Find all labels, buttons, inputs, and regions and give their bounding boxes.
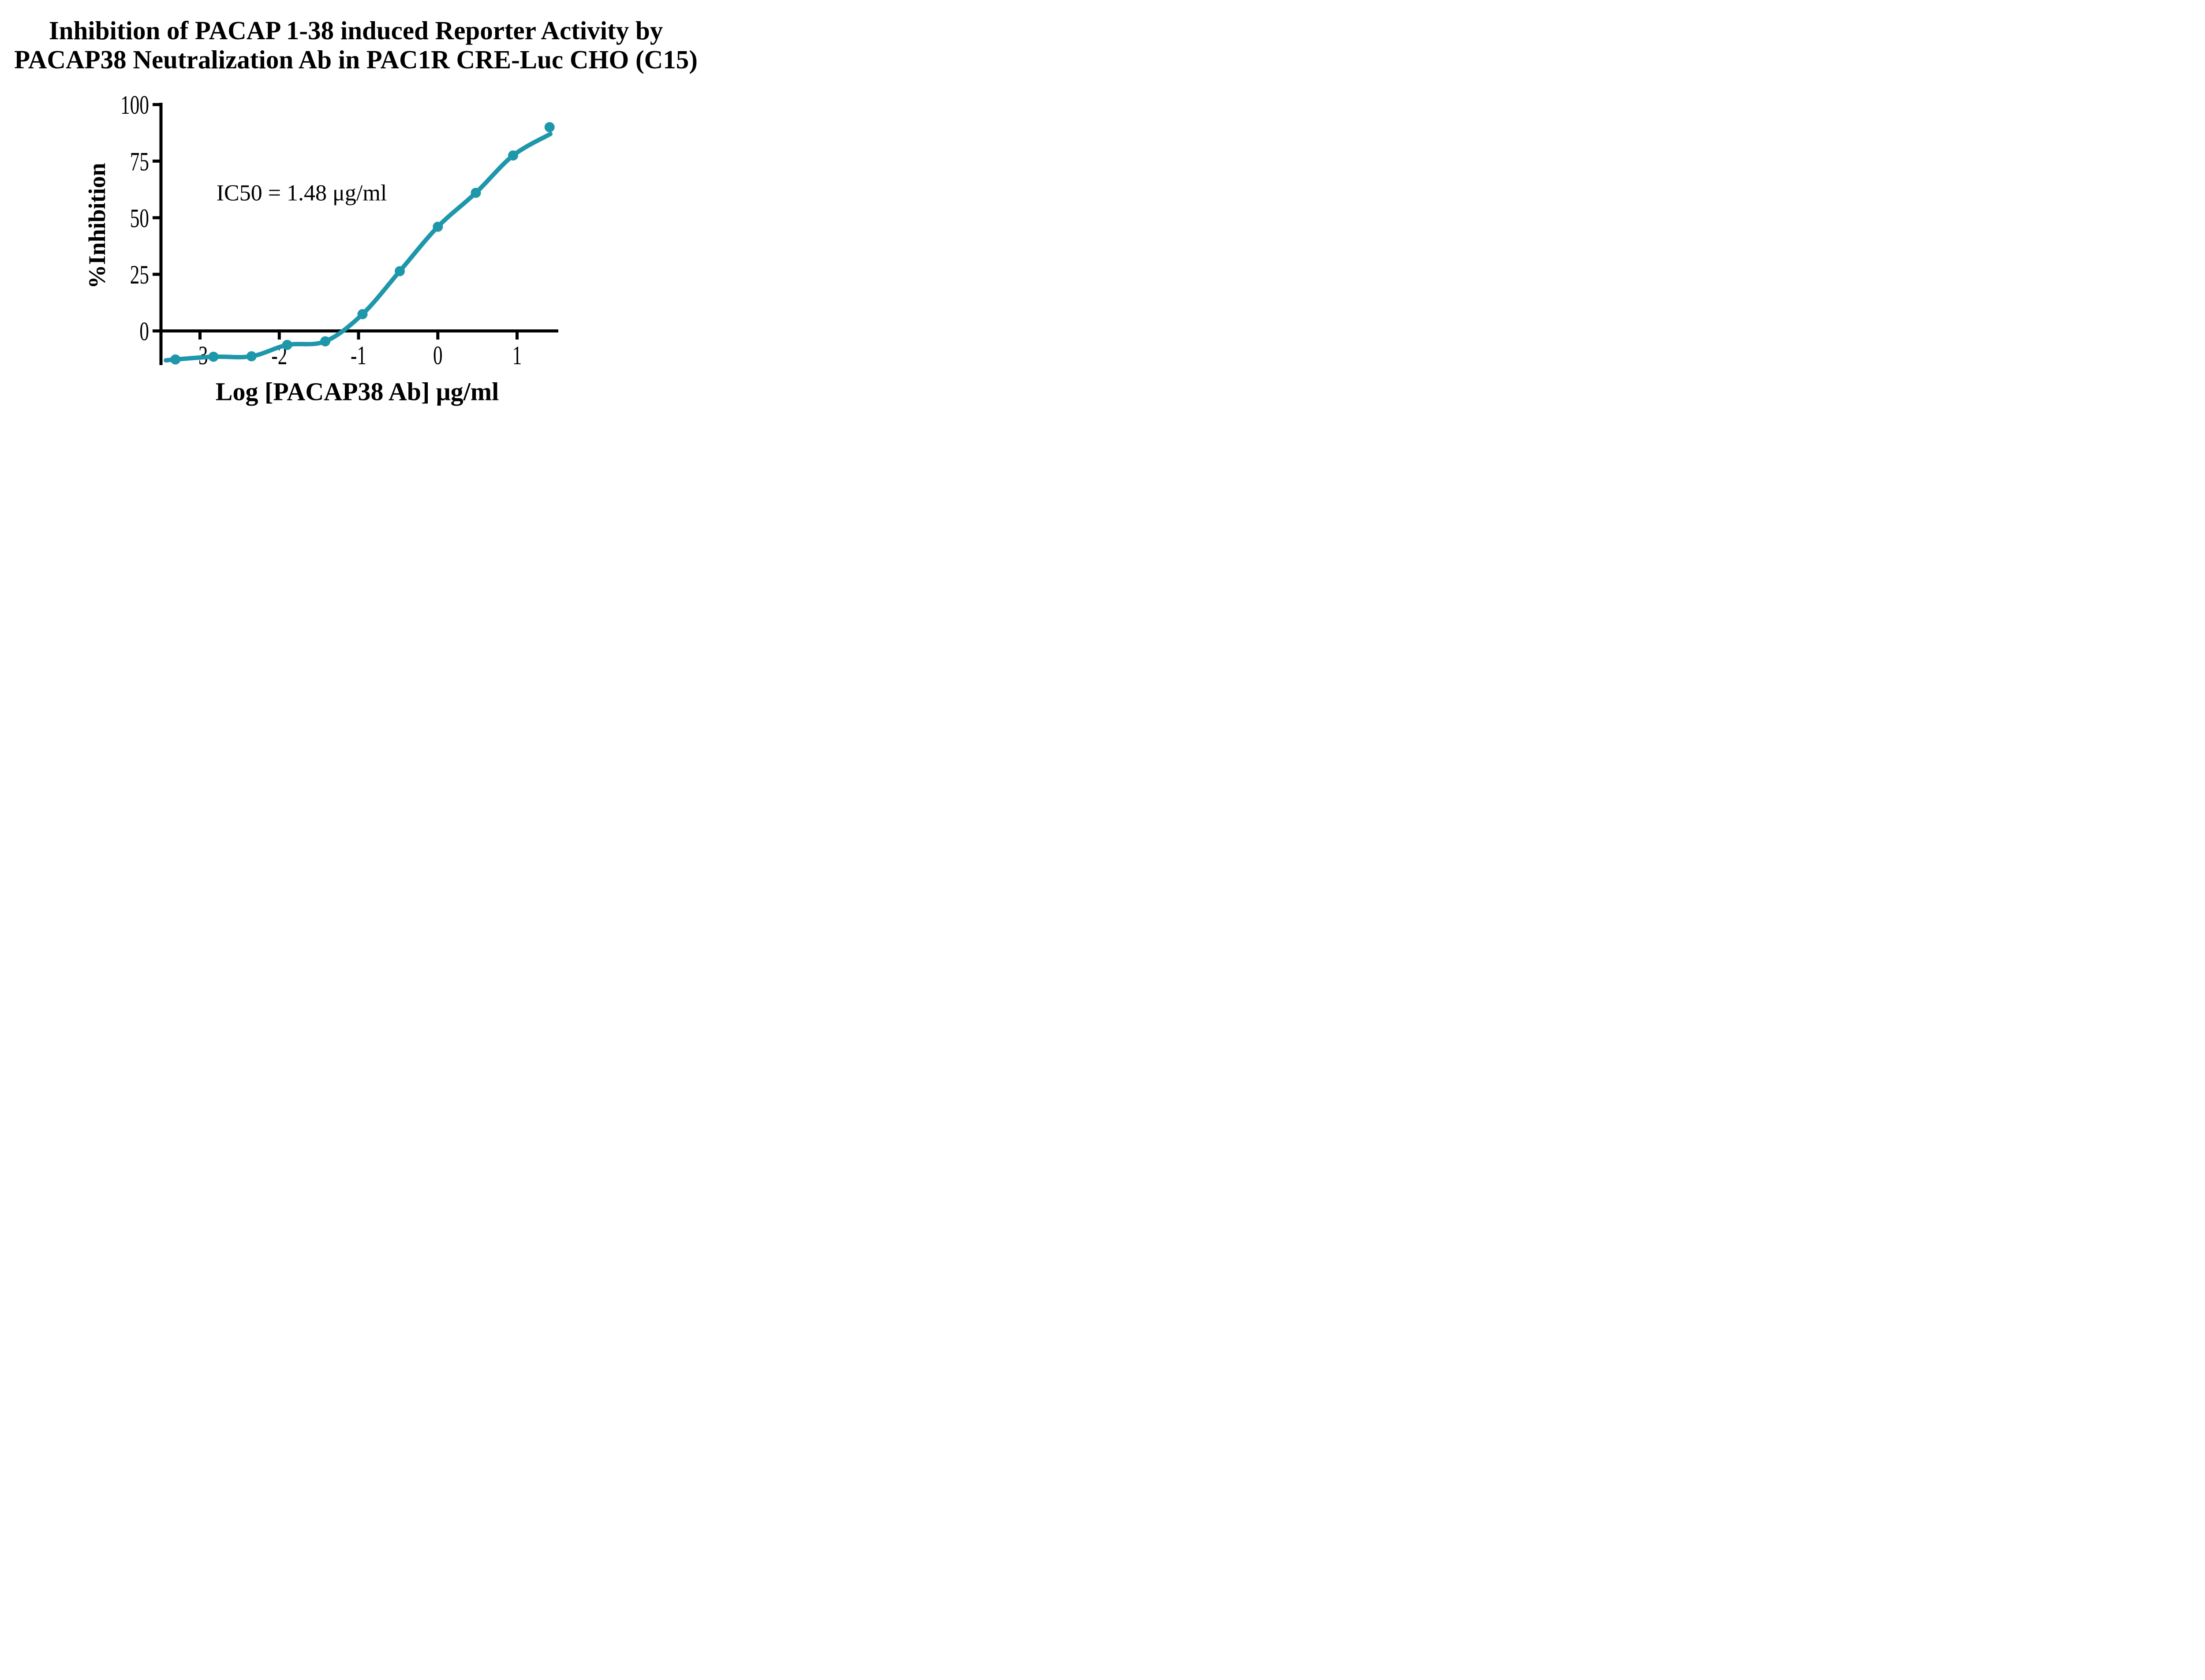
figure: Inhibition of PACAP 1-38 induced Reporte… xyxy=(0,0,712,420)
x-tick-label: 1 xyxy=(512,341,522,370)
chart-title: Inhibition of PACAP 1-38 induced Reporte… xyxy=(0,16,712,74)
x-axis-ticks: -3 -2 -1 0 1 xyxy=(192,331,522,370)
data-point xyxy=(395,266,405,276)
x-axis-title: Log [PACAP38 Ab] μg/ml xyxy=(215,377,499,406)
y-tick-label: 75 xyxy=(130,147,149,177)
data-point xyxy=(170,354,181,365)
y-tick-label: 100 xyxy=(120,90,149,120)
y-axis-ticks: 100 75 50 25 0 xyxy=(120,90,161,346)
fit-curve xyxy=(164,131,553,363)
data-point xyxy=(471,187,481,198)
data-points xyxy=(170,122,555,365)
data-point xyxy=(246,351,257,362)
data-point xyxy=(508,150,518,161)
y-axis-title: %Inhibition xyxy=(84,163,110,289)
ic50-annotation: IC50 = 1.48 μg/ml xyxy=(216,180,387,206)
x-tick-label: -1 xyxy=(351,341,366,370)
y-tick-label: 0 xyxy=(139,317,149,347)
data-point xyxy=(357,309,368,319)
data-point xyxy=(433,221,443,232)
data-point xyxy=(282,340,292,350)
x-tick-label: 0 xyxy=(433,341,443,370)
y-tick-label: 25 xyxy=(130,260,149,290)
data-point xyxy=(208,351,219,362)
data-point xyxy=(544,122,555,132)
y-tick-label: 50 xyxy=(130,204,149,233)
chart-title-line1: Inhibition of PACAP 1-38 induced Reporte… xyxy=(49,16,663,45)
chart-title-line2: PACAP38 Neutralization Ab in PAC1R CRE-L… xyxy=(14,45,698,74)
data-point xyxy=(320,336,330,347)
